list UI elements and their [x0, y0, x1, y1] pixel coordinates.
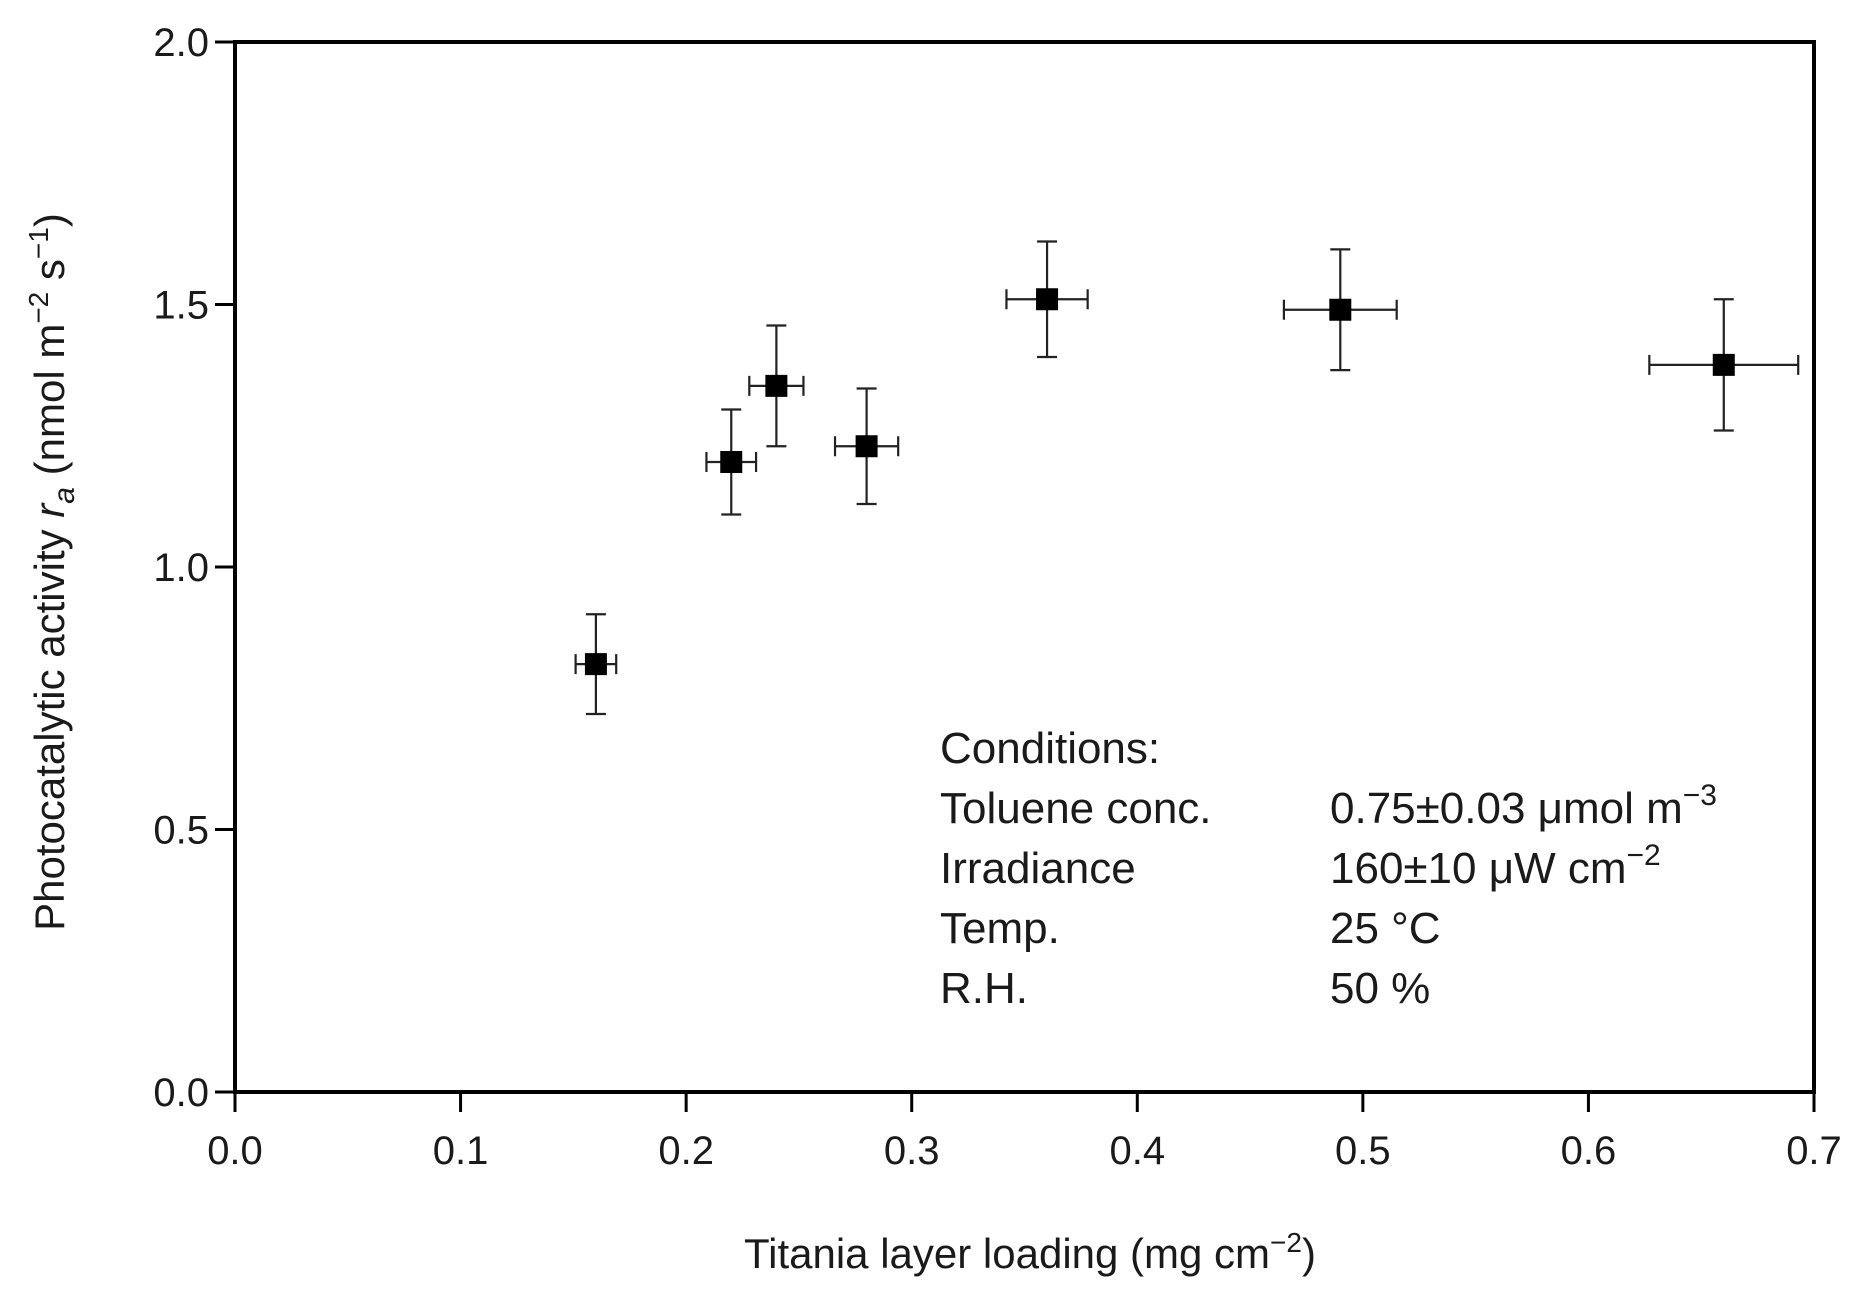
- data-point: [1005, 240, 1089, 359]
- condition-label-rh: R.H.: [940, 964, 1028, 1013]
- x-axis-title: Titania layer loading (mg cm−2): [744, 1227, 1316, 1277]
- condition-value-toluene: 0.75±0.03 μmol m−3: [1330, 779, 1717, 833]
- x-tick-label: 0.7: [1786, 1129, 1842, 1173]
- x-tick-label: 0.3: [884, 1129, 940, 1173]
- condition-value-irradiance: 160±10 μW cm−2: [1330, 839, 1661, 893]
- x-tick-label: 0.2: [658, 1129, 714, 1173]
- x-tick-label: 0.0: [207, 1129, 263, 1173]
- conditions-annotation: Conditions: Toluene conc. 0.75±0.03 μmol…: [940, 724, 1717, 1013]
- square-marker: [1712, 353, 1735, 376]
- data-point: [1282, 248, 1398, 372]
- x-tick-label: 0.5: [1335, 1129, 1391, 1173]
- x-tick-label: 0.4: [1109, 1129, 1165, 1173]
- y-tick-label: 2.0: [153, 21, 209, 65]
- data-point: [574, 613, 618, 716]
- square-marker: [765, 374, 788, 397]
- square-marker: [1329, 298, 1352, 321]
- y-axis-title: Photocatalytic activity ra (nmol m−2 s−1…: [23, 213, 81, 931]
- x-axis-title-main: Titania layer loading (mg cm: [744, 1230, 1270, 1277]
- condition-label-temp: Temp.: [940, 904, 1060, 953]
- data-point: [1648, 298, 1800, 432]
- square-marker: [584, 653, 607, 676]
- y-axis-title-sup2: −1: [23, 227, 54, 259]
- y-axis-title-tail: ): [26, 213, 73, 227]
- y-tick-label: 0.0: [153, 1071, 209, 1115]
- x-tick-label: 0.6: [1561, 1129, 1617, 1173]
- y-tick-label: 1.0: [153, 546, 209, 590]
- y-axis-ticks: 0.0 0.5 1.0 1.5 2.0: [153, 21, 235, 1115]
- x-axis-title-tail: ): [1302, 1230, 1316, 1277]
- square-marker: [855, 435, 878, 458]
- square-marker: [1036, 288, 1059, 311]
- x-axis-title-sup: −2: [1270, 1227, 1302, 1258]
- x-axis-ticks: 0.0 0.1 0.2 0.3 0.4 0.5 0.6 0.7: [207, 1092, 1842, 1173]
- square-marker: [720, 451, 743, 473]
- condition-value-rh: 50 %: [1330, 964, 1430, 1013]
- condition-label-toluene: Toluene conc.: [940, 784, 1212, 833]
- conditions-heading: Conditions:: [940, 724, 1160, 773]
- y-tick-label: 1.5: [153, 284, 209, 328]
- condition-value-temp: 25 °C: [1330, 904, 1441, 953]
- y-axis-title-sup1: −2: [23, 292, 54, 324]
- condition-label-irradiance: Irradiance: [940, 844, 1136, 893]
- y-axis-title-unit: (nmol m: [26, 324, 73, 487]
- data-point: [748, 324, 805, 448]
- x-tick-label: 0.1: [433, 1129, 489, 1173]
- y-axis-title-mid: s: [26, 259, 73, 292]
- data-point: [705, 408, 758, 516]
- y-axis-title-var: r: [26, 502, 73, 518]
- y-axis-title-sub: a: [48, 487, 81, 504]
- data-series: [574, 240, 1800, 716]
- y-axis-title-main: Photocatalytic activity: [26, 518, 73, 931]
- y-tick-label: 0.5: [153, 809, 209, 853]
- data-point: [833, 387, 900, 506]
